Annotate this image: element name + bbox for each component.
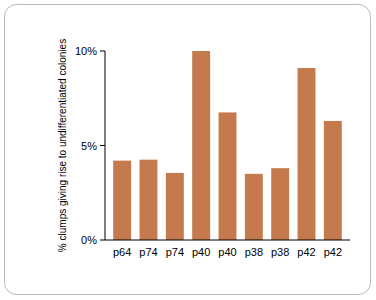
x-tick-label: p74: [139, 246, 157, 258]
x-tick-label: p40: [192, 246, 210, 258]
frame: [5, 5, 371, 295]
bar: [192, 51, 210, 240]
bar: [219, 112, 237, 240]
y-tick: [100, 145, 105, 146]
y-axis-label: % clumps giving rise to undifferentiated…: [57, 39, 68, 252]
bar: [245, 174, 263, 240]
bar: [298, 68, 316, 240]
bar: [271, 168, 289, 240]
y-tick: [100, 51, 105, 52]
y-tick-label: 5%: [81, 140, 97, 152]
chart: 0% 5% 10% p64 p74 p74 p40 p40 p38 p38 p42 p42 % clum…: [0, 0, 376, 300]
bar: [166, 173, 184, 240]
x-axis: [105, 240, 350, 241]
x-tick-label: p42: [324, 246, 342, 258]
y-axis: [105, 51, 106, 240]
y-tick-label: 0%: [81, 234, 97, 246]
bars: [113, 51, 342, 240]
x-tick-label: p38: [271, 246, 289, 258]
x-tick-label: p74: [166, 246, 184, 258]
y-tick: [100, 240, 105, 241]
x-tick-label: p40: [218, 246, 236, 258]
y-tick-label: 10%: [75, 45, 97, 57]
x-tick-label: p42: [297, 246, 315, 258]
bar: [113, 161, 131, 240]
x-tick-label: p38: [245, 246, 263, 258]
bar: [140, 160, 158, 240]
x-tick-label: p64: [113, 246, 131, 258]
bar: [324, 121, 342, 240]
